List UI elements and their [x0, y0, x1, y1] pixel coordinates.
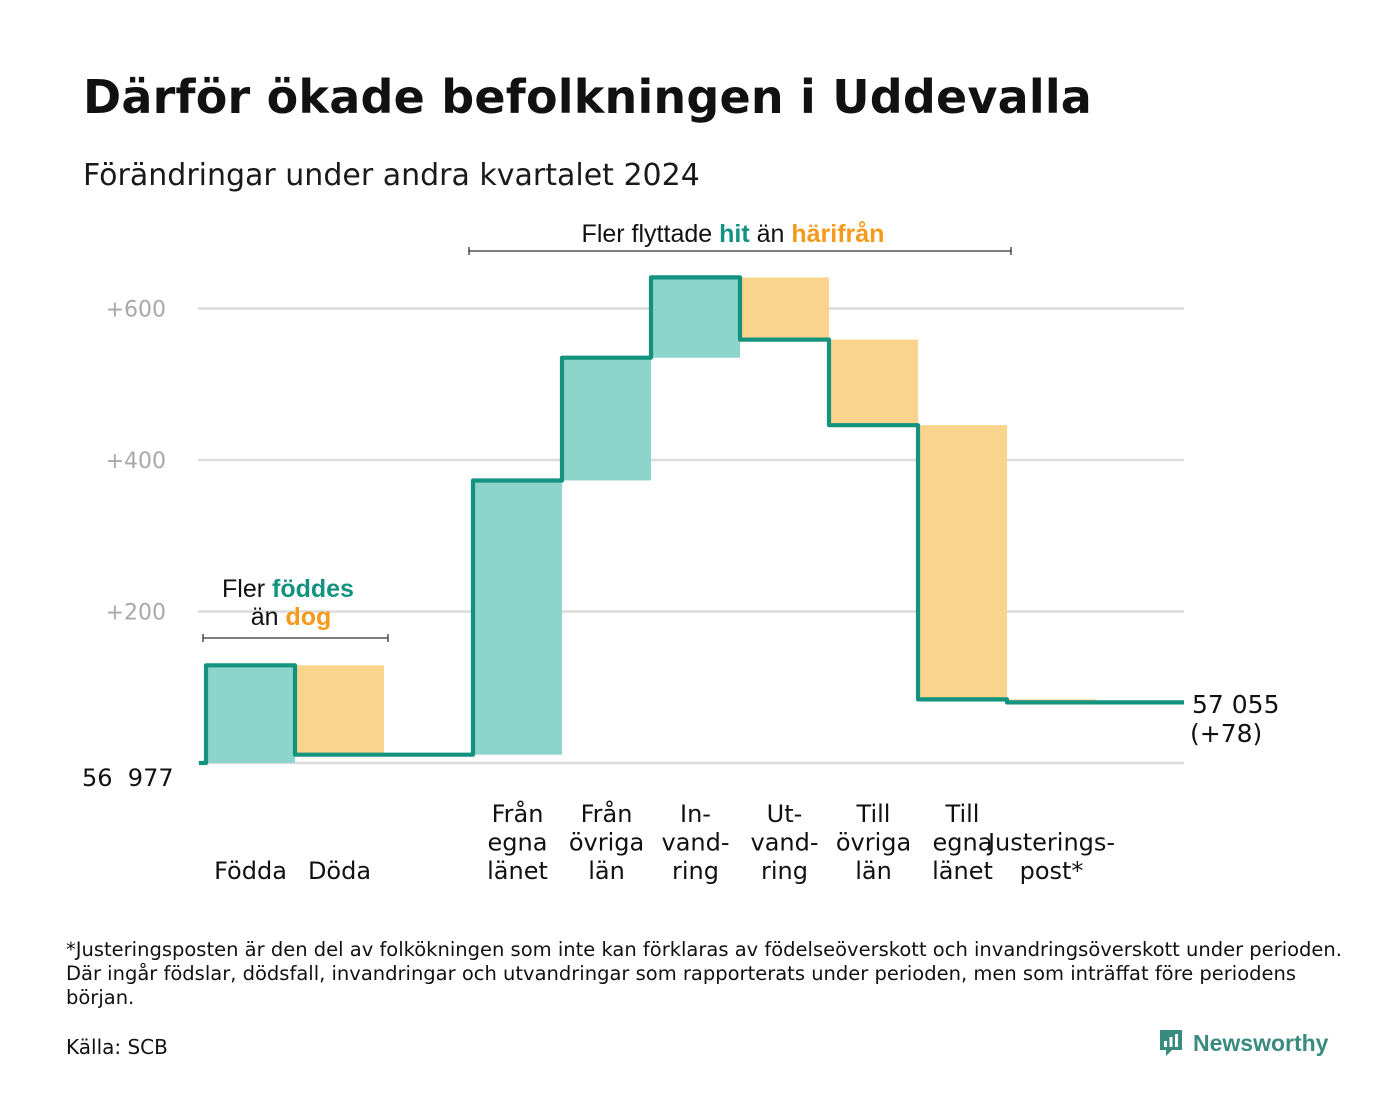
end-value-label: 57 055	[1192, 690, 1279, 719]
x-tick-label: Till	[945, 800, 980, 828]
x-tick-label: Födda	[214, 857, 287, 885]
x-tick-label: ring	[672, 857, 719, 885]
start-value-label: 56 977	[82, 764, 174, 792]
chart-subtitle: Förändringar under andra kvartalet 2024	[83, 158, 700, 193]
newsworthy-icon	[1160, 1030, 1182, 1056]
increase-bar	[473, 480, 562, 755]
brand-logo: Newsworthy	[1158, 1028, 1328, 1058]
x-tick-label: vand-	[750, 829, 818, 857]
increase-bar	[651, 277, 740, 358]
step-line	[199, 275, 1184, 766]
x-tick-label: Ut-	[767, 800, 803, 828]
decrease-bar	[740, 277, 829, 340]
births-annotation-line1: Fler föddes	[222, 575, 354, 603]
brand-name: Newsworthy	[1193, 1029, 1329, 1056]
x-tick-label: egna	[933, 829, 993, 857]
migration-bracket	[468, 247, 1012, 255]
x-tick-label: län	[855, 857, 892, 885]
x-tick-label: post*	[1020, 857, 1084, 885]
x-tick-label: övriga	[836, 829, 911, 857]
x-tick-label: Från	[581, 799, 633, 828]
x-tick-label: övriga	[569, 829, 644, 857]
migration-annotation: Fler flyttade hit än härifrån	[582, 220, 885, 248]
x-tick-label: vand-	[661, 829, 729, 857]
footnote: *Justeringsposten är den del av folkökni…	[66, 938, 1342, 1009]
x-tick-label: Till	[856, 800, 891, 828]
x-tick-label: egna	[488, 829, 548, 857]
x-tick-label: länet	[487, 857, 548, 885]
end-change-label: (+78)	[1190, 719, 1262, 748]
x-tick-label: Justerings-	[986, 829, 1115, 857]
x-tick-label: ring	[761, 857, 808, 885]
x-tick-labels: Födda DödaFrånegnalänetFrånövrigalänIn-va…	[214, 799, 1115, 885]
y-tick-labels: +200 +400 +600	[106, 298, 166, 626]
y-tick-label: +200	[106, 601, 166, 626]
bars	[206, 277, 1096, 763]
y-tick-label: +600	[106, 298, 166, 323]
x-tick-label: län	[588, 857, 625, 885]
births-bracket	[202, 634, 389, 642]
y-tick-label: +400	[106, 449, 166, 474]
decrease-bar	[918, 425, 1007, 700]
births-annotation-line2: än dog	[251, 603, 332, 631]
chart-title: Därför ökade befolkningen i Uddevalla	[83, 70, 1093, 124]
deaths-highlight: dog	[285, 603, 331, 631]
x-tick-label: In-	[680, 800, 711, 828]
source-label: Källa: SCB	[66, 1035, 168, 1059]
waterfall-chart: +200+400+600 Födda DödaFrånegnalänetFrånö…	[82, 220, 1279, 885]
x-tick-label: Från	[492, 799, 544, 828]
migration-out-highlight: härifrån	[791, 220, 884, 248]
increase-bar	[562, 357, 651, 481]
x-tick-label: länet	[932, 857, 993, 885]
decrease-bar	[295, 665, 384, 755]
births-highlight: föddes	[272, 575, 354, 603]
increase-bar	[206, 665, 295, 763]
decrease-bar	[829, 339, 918, 426]
migration-in-highlight: hit	[719, 220, 750, 248]
cumulative-step-line	[199, 275, 1184, 766]
x-tick-label: Döda	[308, 857, 371, 885]
